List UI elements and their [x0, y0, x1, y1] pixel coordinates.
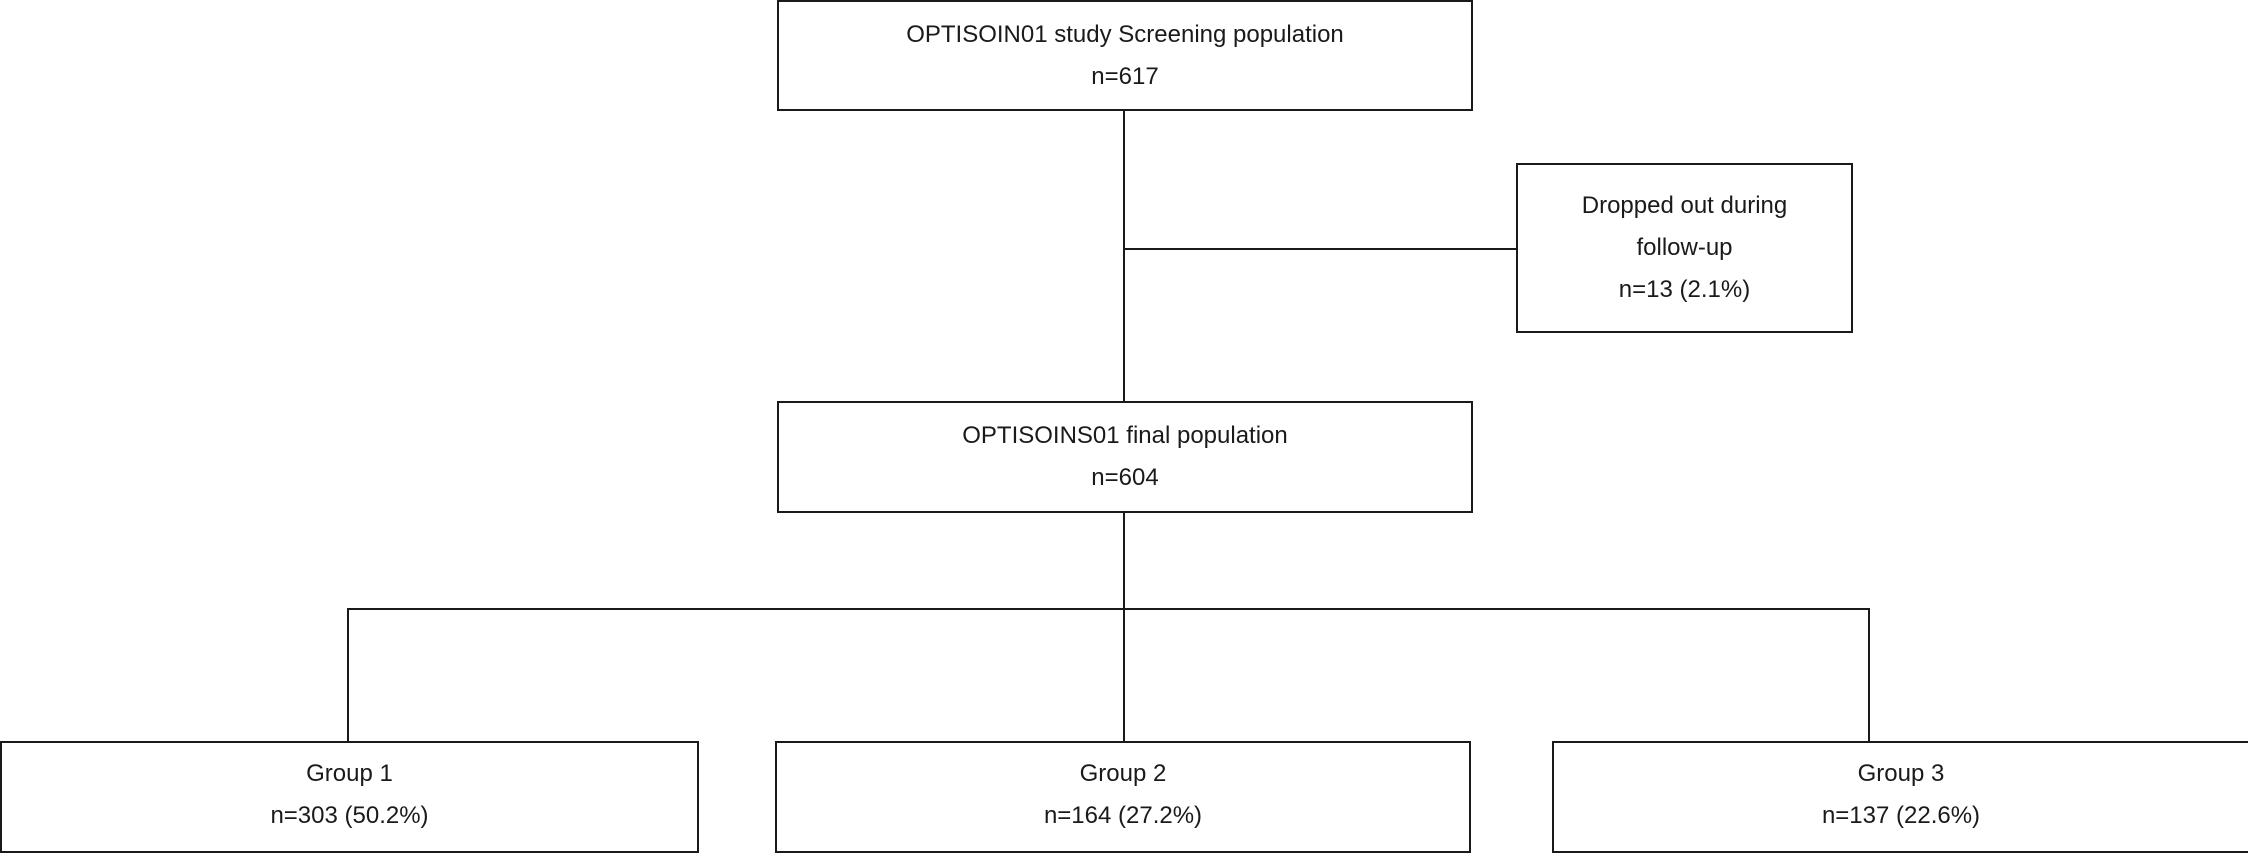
group-1-label: Group 1 [306, 760, 393, 787]
dropout-label-line1: Dropped out during [1581, 192, 1788, 219]
final-count: n=604 [1091, 464, 1159, 491]
group-3-box: Group 3 n=137 (22.6%) [1552, 741, 2248, 853]
connector-to-group-2 [1123, 608, 1125, 741]
screening-count: n=617 [1091, 62, 1159, 90]
connector-screening-to-final [1123, 111, 1125, 401]
dropout-label-line2: follow-up [1636, 234, 1733, 261]
screening-population-box: OPTISOIN01 study Screening population n=… [777, 0, 1473, 111]
final-title: OPTISOINS01 final population [962, 422, 1288, 449]
group-1-count: n=303 (50.2%) [270, 802, 429, 829]
connector-final-down [1123, 513, 1125, 610]
dropout-count: n=13 (2.1%) [1618, 276, 1751, 303]
final-population-box: OPTISOINS01 final population n=604 [777, 401, 1473, 513]
connector-to-group-3 [1868, 608, 1870, 741]
dropout-box: Dropped out during follow-up n=13 (2.1%) [1516, 163, 1853, 333]
group-2-label: Group 2 [1079, 760, 1167, 787]
group-3-count: n=137 (22.6%) [1821, 802, 1981, 829]
group-1-box: Group 1 n=303 (50.2%) [0, 741, 699, 853]
screening-title: OPTISOIN01 study Screening population [906, 20, 1344, 48]
group-2-count: n=164 (27.2%) [1043, 802, 1203, 829]
connector-group-bar [347, 608, 1870, 610]
group-2-box: Group 2 n=164 (27.2%) [775, 741, 1471, 853]
group-3-label: Group 3 [1857, 760, 1945, 787]
connector-to-group-1 [347, 608, 349, 741]
connector-to-dropout [1123, 248, 1516, 250]
